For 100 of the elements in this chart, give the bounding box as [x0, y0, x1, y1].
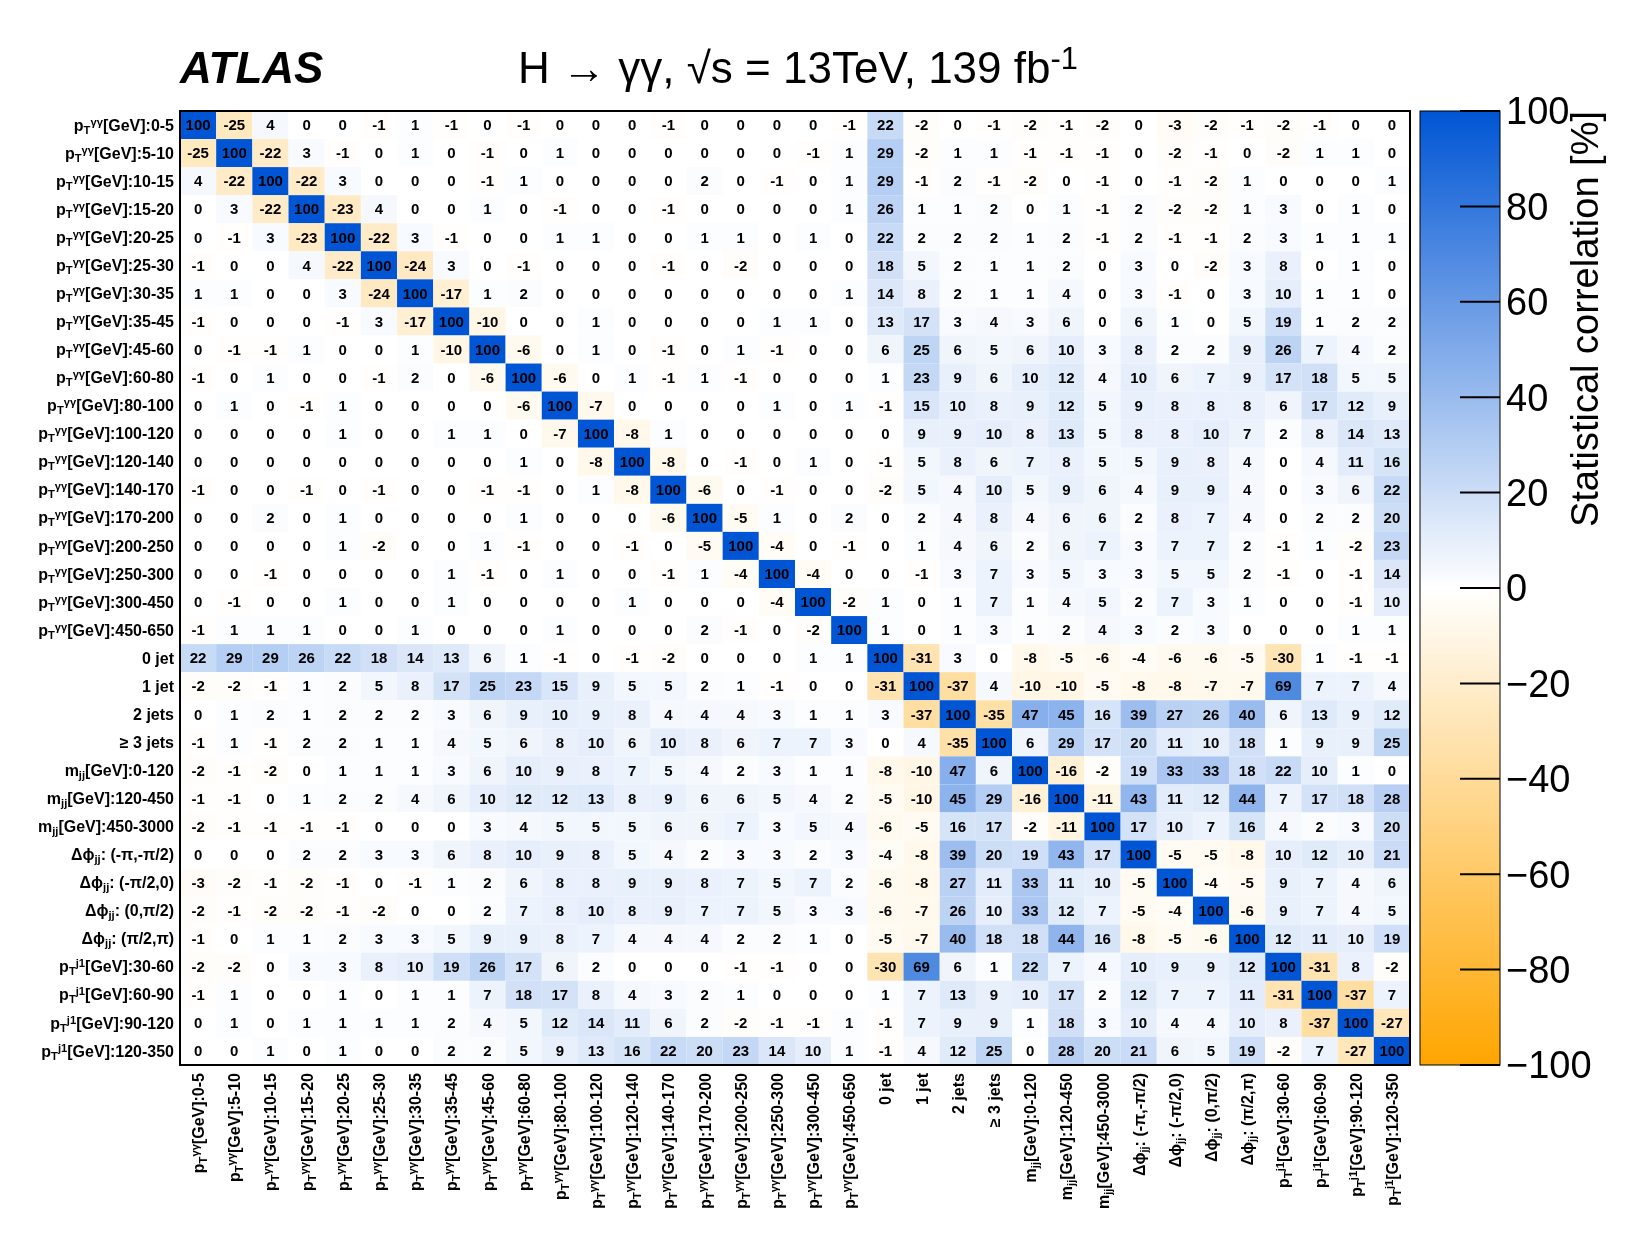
data-label: 1: [845, 396, 854, 414]
y-tick-label: p$_{T}$$^{γγ}$[GeV]:120-140: [38, 452, 175, 473]
data-label: 1: [628, 368, 637, 386]
data-label: 8: [1170, 509, 1180, 527]
data-label: 10: [804, 1042, 822, 1060]
data-label: 6: [1062, 312, 1071, 330]
y-tick-label: p$_{T}$$^{γγ}$[GeV]:30-35: [56, 284, 175, 305]
data-label: 5: [628, 677, 637, 695]
data-label: 2: [700, 986, 709, 1004]
data-label: 0: [808, 256, 818, 274]
data-label: 0: [410, 200, 420, 218]
data-label: -5: [734, 509, 748, 527]
data-label: 27: [949, 873, 967, 891]
data-label: -1: [336, 901, 350, 919]
data-label: 9: [1351, 705, 1360, 723]
data-label: 2: [1170, 340, 1180, 358]
data-label: 0: [374, 144, 384, 162]
data-label: -1: [770, 677, 784, 695]
data-label: -1: [480, 144, 495, 162]
data-label: 16: [1094, 705, 1111, 723]
data-label: 1: [230, 733, 239, 751]
data-label: -2: [227, 677, 241, 695]
data-label: 22: [877, 228, 894, 246]
data-label: 5: [1098, 424, 1107, 442]
data-label: 0: [591, 200, 601, 218]
data-label: 1: [555, 565, 565, 583]
data-label: -8: [625, 481, 639, 499]
y-tick-label: m$_{jj}$[GeV]:450-3000: [37, 818, 175, 838]
data-label: 0: [591, 144, 601, 162]
data-label: 16: [1094, 929, 1111, 947]
data-label: -1: [263, 677, 278, 695]
color-bar-label: 20: [1506, 471, 1549, 514]
data-label: 0: [230, 1042, 239, 1060]
data-label: 12: [1202, 789, 1220, 807]
data-label: 0: [410, 1042, 420, 1060]
data-label: 5: [917, 452, 926, 470]
data-label: 6: [1279, 396, 1288, 414]
data-label: 8: [628, 705, 637, 723]
data-label: 1: [1170, 312, 1180, 330]
data-label: -1: [480, 481, 495, 499]
data-label: 0: [628, 144, 637, 162]
data-label: 7: [1206, 537, 1216, 555]
data-label: -1: [517, 537, 531, 555]
data-label: 8: [1279, 256, 1288, 274]
data-label: -8: [1023, 649, 1037, 667]
data-label: -1: [227, 789, 241, 807]
data-label: -2: [1276, 1042, 1291, 1060]
data-label: 4: [953, 537, 963, 555]
data-label: -5: [1168, 929, 1182, 947]
data-label: 0: [1315, 256, 1324, 274]
data-label: 3: [845, 901, 854, 919]
data-label: 69: [913, 958, 930, 976]
data-label: 20: [1130, 733, 1148, 751]
data-label: 1: [1025, 621, 1035, 639]
data-label: 25: [479, 677, 496, 695]
data-label: -1: [661, 565, 676, 583]
data-label: 0: [230, 565, 239, 583]
data-label: 4: [989, 677, 999, 695]
data-label: 8: [953, 452, 962, 470]
data-label: -10: [910, 761, 933, 779]
data-label: 3: [374, 312, 384, 330]
data-label: 0: [193, 396, 203, 414]
data-label: 0: [230, 256, 239, 274]
data-label: 0: [338, 452, 347, 470]
data-label: 100: [257, 172, 283, 190]
data-label: 2: [1206, 340, 1216, 358]
data-label: 14: [1347, 424, 1365, 442]
data-label: 0: [772, 368, 782, 386]
data-label: 7: [1351, 677, 1360, 695]
data-label: -1: [661, 340, 676, 358]
data-label: 2: [1134, 509, 1143, 527]
data-label: 0: [808, 340, 818, 358]
data-label: 0: [808, 396, 818, 414]
data-label: 0: [1279, 172, 1288, 190]
data-label: 10: [1130, 368, 1148, 386]
data-label: -22: [223, 172, 246, 190]
data-label: 6: [1134, 312, 1143, 330]
data-label: -1: [1095, 172, 1110, 190]
data-label: 2: [1387, 312, 1397, 330]
data-label: 8: [1025, 424, 1035, 442]
data-label: 0: [628, 200, 637, 218]
data-label: 2: [736, 761, 745, 779]
data-label: -4: [1132, 649, 1146, 667]
data-label: 100: [438, 312, 464, 330]
data-label: -8: [625, 424, 639, 442]
data-label: 10: [479, 789, 496, 807]
data-label: 0: [1315, 621, 1324, 639]
data-label: 4: [1351, 873, 1361, 891]
data-label: 8: [1134, 424, 1143, 442]
data-label: 1: [338, 986, 347, 1004]
data-label: 2: [1170, 621, 1180, 639]
data-label: -1: [914, 172, 929, 190]
data-label: 0: [519, 144, 528, 162]
data-label: 20: [1094, 1042, 1111, 1060]
data-label: -5: [1240, 873, 1254, 891]
data-label: 100: [981, 733, 1007, 751]
data-label: 1: [338, 537, 347, 555]
data-label: -1: [1385, 649, 1399, 667]
data-label: 0: [808, 481, 818, 499]
data-label: 1: [447, 565, 456, 583]
